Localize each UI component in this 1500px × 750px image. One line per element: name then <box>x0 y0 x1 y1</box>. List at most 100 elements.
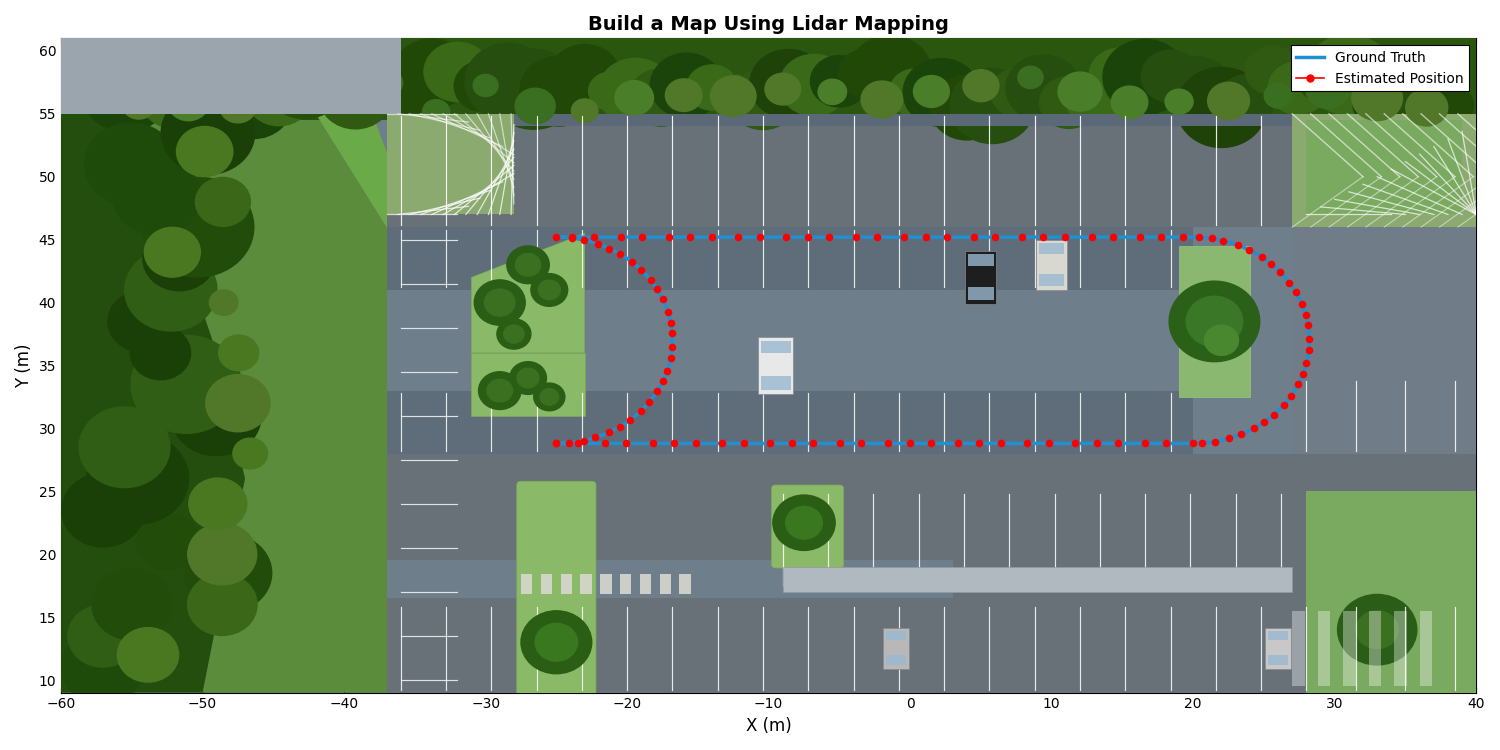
Circle shape <box>540 388 558 405</box>
Circle shape <box>370 69 402 98</box>
Circle shape <box>320 64 392 129</box>
Circle shape <box>711 75 764 122</box>
Bar <box>62 38 400 114</box>
Bar <box>640 574 651 595</box>
Circle shape <box>232 438 267 469</box>
Bar <box>387 227 1293 391</box>
Bar <box>1293 114 1476 227</box>
Circle shape <box>46 56 104 106</box>
Circle shape <box>536 623 578 662</box>
Circle shape <box>772 495 836 550</box>
Circle shape <box>520 610 591 674</box>
Circle shape <box>124 249 217 331</box>
Circle shape <box>202 57 254 103</box>
Bar <box>387 560 952 598</box>
Circle shape <box>141 177 254 277</box>
Circle shape <box>62 631 144 704</box>
Circle shape <box>1264 83 1292 108</box>
Bar <box>1394 610 1407 686</box>
Circle shape <box>651 53 723 118</box>
Circle shape <box>1218 74 1275 124</box>
Bar <box>387 391 1192 454</box>
Circle shape <box>188 524 256 585</box>
Circle shape <box>81 52 171 131</box>
Circle shape <box>488 380 513 402</box>
Bar <box>1419 610 1432 686</box>
Circle shape <box>375 61 438 117</box>
Circle shape <box>80 406 170 488</box>
Circle shape <box>108 291 177 352</box>
Circle shape <box>1112 86 1148 118</box>
Circle shape <box>615 81 654 115</box>
Circle shape <box>534 383 566 411</box>
Circle shape <box>1186 296 1242 346</box>
Circle shape <box>270 72 304 104</box>
Polygon shape <box>316 114 486 692</box>
Circle shape <box>484 289 514 316</box>
Bar <box>1036 240 1068 290</box>
Circle shape <box>549 44 621 108</box>
Circle shape <box>214 70 292 139</box>
Circle shape <box>810 56 868 107</box>
Circle shape <box>930 75 1004 140</box>
Circle shape <box>531 274 567 306</box>
Circle shape <box>750 50 827 118</box>
Circle shape <box>1007 55 1080 122</box>
Circle shape <box>1058 72 1102 111</box>
Circle shape <box>861 81 903 118</box>
Circle shape <box>266 50 344 118</box>
Bar <box>1342 610 1356 686</box>
Circle shape <box>1338 595 1418 665</box>
Circle shape <box>189 478 248 530</box>
Circle shape <box>1040 76 1098 128</box>
Circle shape <box>177 127 232 176</box>
Circle shape <box>1066 75 1122 125</box>
Circle shape <box>423 100 450 124</box>
Circle shape <box>598 58 674 125</box>
Circle shape <box>92 569 172 640</box>
Polygon shape <box>62 114 471 692</box>
Circle shape <box>138 60 216 129</box>
Circle shape <box>514 88 555 124</box>
Circle shape <box>588 72 632 110</box>
Circle shape <box>1204 326 1239 356</box>
Bar <box>886 655 906 665</box>
Bar <box>1040 274 1065 286</box>
Circle shape <box>1352 76 1402 121</box>
Circle shape <box>168 84 208 121</box>
Bar <box>1179 246 1250 397</box>
Circle shape <box>1304 35 1394 115</box>
Circle shape <box>130 326 190 380</box>
Circle shape <box>1168 281 1260 362</box>
Bar <box>886 631 906 640</box>
Bar <box>62 38 400 114</box>
Circle shape <box>518 368 538 388</box>
FancyBboxPatch shape <box>771 485 843 568</box>
Circle shape <box>78 75 102 97</box>
Bar <box>660 574 670 595</box>
Circle shape <box>1102 40 1186 115</box>
Circle shape <box>122 89 156 119</box>
Circle shape <box>1306 70 1350 109</box>
Circle shape <box>188 574 256 635</box>
Bar <box>1306 491 1476 692</box>
Circle shape <box>68 604 138 667</box>
Circle shape <box>160 92 255 174</box>
Circle shape <box>472 74 498 97</box>
Circle shape <box>849 36 932 109</box>
Circle shape <box>324 81 350 104</box>
Circle shape <box>136 514 200 570</box>
Circle shape <box>165 64 240 132</box>
Circle shape <box>1245 46 1300 94</box>
Circle shape <box>507 246 549 284</box>
Circle shape <box>504 325 524 343</box>
Bar <box>62 38 1476 120</box>
Bar <box>387 227 1192 290</box>
Bar <box>968 286 993 300</box>
Circle shape <box>1353 86 1395 124</box>
Circle shape <box>184 534 272 612</box>
Bar <box>620 574 632 595</box>
Bar <box>1293 610 1305 686</box>
Circle shape <box>687 65 738 110</box>
Circle shape <box>1406 88 1447 126</box>
